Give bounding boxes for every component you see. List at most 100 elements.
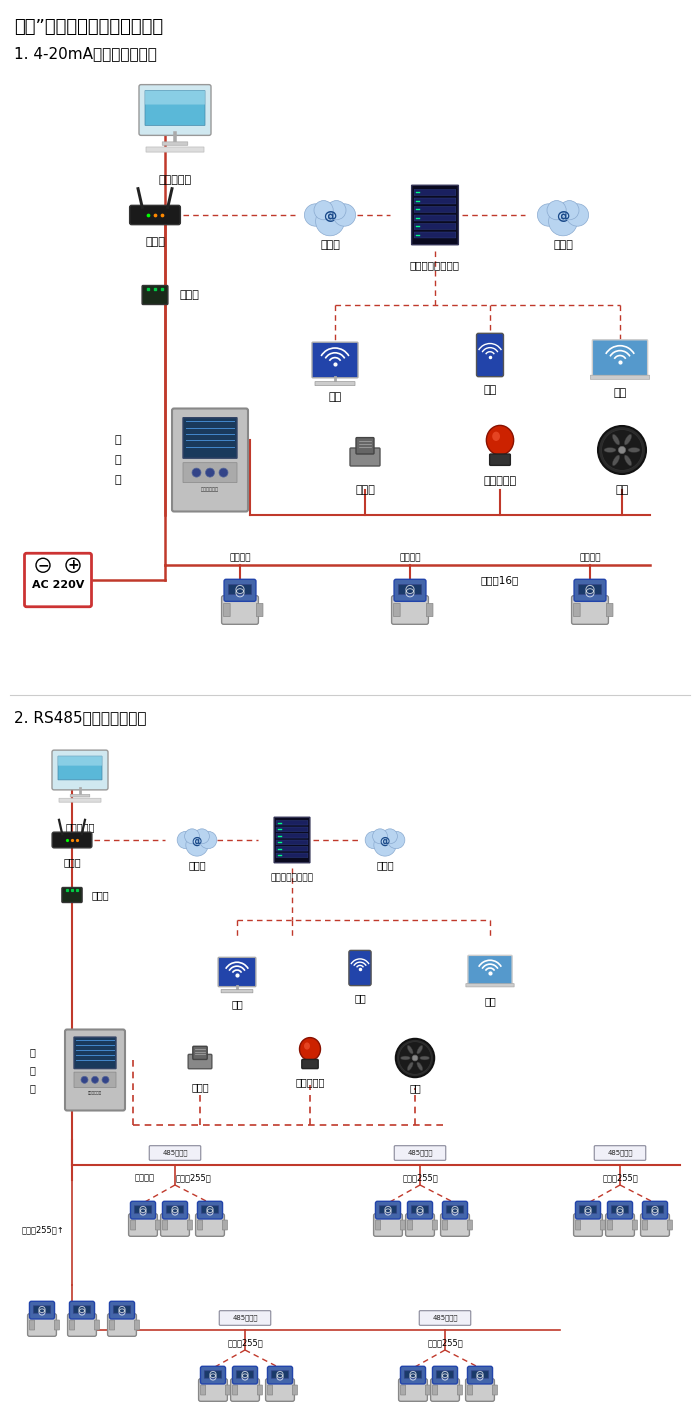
FancyBboxPatch shape	[29, 1320, 34, 1330]
FancyBboxPatch shape	[267, 1366, 293, 1384]
Text: 单机版电脑: 单机版电脑	[158, 174, 192, 184]
FancyBboxPatch shape	[65, 1030, 125, 1110]
Ellipse shape	[486, 425, 514, 454]
FancyBboxPatch shape	[224, 580, 256, 601]
FancyBboxPatch shape	[400, 1384, 405, 1394]
Text: 线: 线	[115, 476, 121, 485]
FancyBboxPatch shape	[394, 1145, 446, 1161]
FancyBboxPatch shape	[375, 1202, 400, 1218]
FancyBboxPatch shape	[134, 1206, 152, 1213]
FancyBboxPatch shape	[574, 580, 606, 601]
FancyBboxPatch shape	[414, 207, 456, 212]
Circle shape	[177, 832, 195, 848]
Text: 可连接16个: 可连接16个	[481, 575, 519, 585]
FancyBboxPatch shape	[130, 1202, 155, 1218]
FancyBboxPatch shape	[145, 90, 205, 104]
FancyBboxPatch shape	[468, 1366, 493, 1384]
Circle shape	[314, 201, 333, 219]
FancyBboxPatch shape	[160, 1214, 190, 1237]
Ellipse shape	[624, 454, 631, 466]
FancyBboxPatch shape	[29, 1301, 55, 1318]
Text: 可连接255台: 可连接255台	[227, 1338, 263, 1346]
Circle shape	[206, 469, 214, 477]
Text: 讯: 讯	[29, 1065, 35, 1075]
FancyBboxPatch shape	[201, 1384, 206, 1394]
FancyBboxPatch shape	[492, 1384, 498, 1394]
Ellipse shape	[407, 1062, 413, 1071]
Circle shape	[219, 469, 228, 477]
FancyBboxPatch shape	[405, 1370, 421, 1379]
FancyBboxPatch shape	[197, 1220, 202, 1230]
Ellipse shape	[624, 435, 631, 445]
FancyBboxPatch shape	[162, 1202, 188, 1218]
Text: 信号输出: 信号输出	[230, 553, 251, 561]
FancyBboxPatch shape	[230, 1379, 260, 1401]
FancyBboxPatch shape	[162, 142, 188, 145]
FancyBboxPatch shape	[188, 1220, 193, 1230]
Circle shape	[333, 204, 356, 227]
FancyBboxPatch shape	[131, 1220, 136, 1230]
FancyBboxPatch shape	[183, 418, 237, 459]
FancyBboxPatch shape	[440, 1214, 470, 1237]
FancyBboxPatch shape	[632, 1220, 638, 1230]
FancyBboxPatch shape	[489, 454, 510, 466]
FancyBboxPatch shape	[391, 595, 428, 625]
Circle shape	[374, 834, 396, 855]
Ellipse shape	[612, 454, 620, 466]
FancyBboxPatch shape	[457, 1384, 463, 1394]
Text: 单机版电脑: 单机版电脑	[65, 822, 94, 832]
Circle shape	[199, 832, 217, 848]
Ellipse shape	[492, 432, 500, 440]
Text: AC 220V: AC 220V	[32, 580, 84, 590]
FancyBboxPatch shape	[69, 1320, 75, 1330]
Text: 信号输出: 信号输出	[135, 1173, 155, 1182]
FancyBboxPatch shape	[601, 1220, 606, 1230]
FancyBboxPatch shape	[572, 595, 608, 625]
FancyBboxPatch shape	[139, 84, 211, 135]
FancyBboxPatch shape	[197, 1202, 223, 1218]
Text: 可连接255台: 可连接255台	[402, 1173, 438, 1182]
FancyBboxPatch shape	[232, 1384, 237, 1394]
Circle shape	[566, 204, 589, 227]
FancyBboxPatch shape	[276, 840, 308, 844]
Circle shape	[601, 429, 643, 470]
FancyBboxPatch shape	[414, 215, 456, 221]
FancyBboxPatch shape	[374, 1214, 402, 1237]
FancyBboxPatch shape	[219, 1311, 271, 1325]
FancyBboxPatch shape	[276, 833, 308, 839]
FancyBboxPatch shape	[52, 750, 108, 789]
FancyBboxPatch shape	[640, 1214, 669, 1237]
Circle shape	[382, 829, 398, 844]
FancyBboxPatch shape	[466, 983, 514, 986]
Text: 路由器: 路由器	[145, 236, 165, 248]
FancyBboxPatch shape	[356, 438, 374, 454]
Text: 可连接255台: 可连接255台	[427, 1338, 463, 1346]
FancyBboxPatch shape	[200, 1366, 225, 1384]
Text: @: @	[192, 836, 202, 846]
FancyBboxPatch shape	[433, 1366, 458, 1384]
FancyBboxPatch shape	[225, 1384, 230, 1394]
FancyBboxPatch shape	[62, 888, 82, 902]
FancyBboxPatch shape	[55, 1320, 60, 1330]
Circle shape	[327, 201, 346, 219]
FancyBboxPatch shape	[52, 832, 92, 848]
FancyBboxPatch shape	[183, 463, 237, 483]
FancyBboxPatch shape	[109, 1301, 134, 1318]
FancyBboxPatch shape	[167, 1206, 183, 1213]
Circle shape	[304, 204, 327, 227]
FancyBboxPatch shape	[646, 1206, 664, 1213]
FancyBboxPatch shape	[218, 957, 256, 986]
FancyBboxPatch shape	[25, 553, 92, 606]
FancyBboxPatch shape	[188, 1054, 212, 1069]
Text: 信号输出: 信号输出	[580, 553, 601, 561]
Text: 终端: 终端	[613, 388, 626, 398]
FancyBboxPatch shape	[573, 604, 580, 616]
Text: @: @	[323, 210, 337, 224]
FancyBboxPatch shape	[594, 1145, 645, 1161]
Text: 电脑: 电脑	[328, 393, 342, 402]
FancyBboxPatch shape	[110, 1320, 115, 1330]
Text: 485中继器: 485中继器	[433, 1314, 458, 1321]
FancyBboxPatch shape	[436, 1370, 454, 1379]
Circle shape	[186, 834, 208, 855]
Text: 终端: 终端	[484, 996, 496, 1006]
